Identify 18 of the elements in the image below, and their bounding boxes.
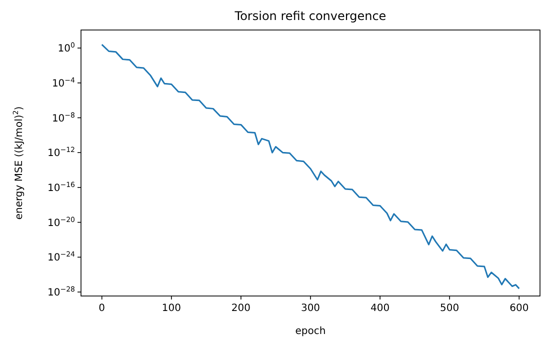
x-tick-label: 400 [370, 303, 390, 314]
x-tick-label: 200 [231, 303, 250, 314]
y-tick-label: 10$^{−28}$ [47, 286, 75, 299]
y-tick-label: 10$^{−12}$ [47, 146, 75, 160]
x-tick-label: 0 [98, 303, 106, 314]
x-tick-label: 300 [300, 303, 320, 314]
x-tick-label: 600 [510, 303, 529, 314]
y-tick-label: 10$^{−24}$ [47, 250, 76, 264]
y-tick-label: 10$^{−16}$ [47, 180, 76, 194]
x-tick-label: 500 [440, 303, 460, 314]
y-tick-label: 10$^{−4}$ [52, 76, 76, 90]
x-tick-label: 100 [162, 303, 181, 314]
y-tick-label: 10$^{−20}$ [47, 216, 75, 229]
y-tick-label: 10$^{−8}$ [52, 111, 75, 124]
line-series [101, 44, 520, 290]
chart-title: Torsion refit convergence [234, 9, 386, 23]
y-tick-label: 10$^{0}$ [58, 42, 75, 55]
x-axis-title: epoch [295, 326, 326, 337]
